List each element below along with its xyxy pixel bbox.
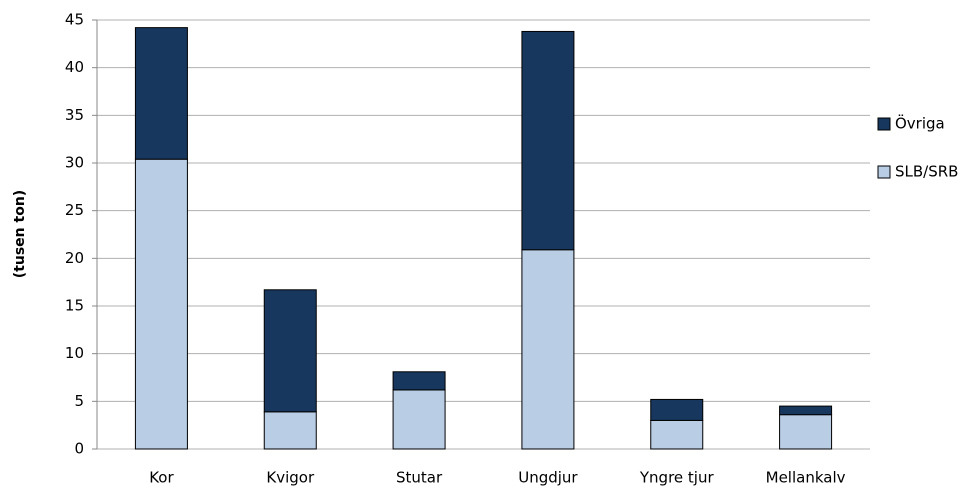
bar-segment [263, 411, 317, 450]
bar-segment [779, 405, 833, 416]
bar-segment [134, 27, 188, 160]
y-axis-label: (tusen ton) [12, 190, 28, 278]
bar-segment [650, 398, 704, 421]
legend-swatch [877, 165, 891, 179]
y-tick-label: 40 [65, 58, 84, 76]
y-tick-label: 0 [74, 440, 84, 458]
y-tick-label: 25 [65, 201, 84, 219]
bar-segment [521, 249, 575, 450]
legend-label: SLB/SRB [895, 163, 958, 181]
y-tick-label: 45 [65, 11, 84, 29]
x-tick-label: Ungdjur [518, 469, 578, 487]
x-tick-label: Kvigor [266, 469, 315, 487]
bar-segment [134, 158, 188, 450]
x-tick-label: Yngre tjur [639, 469, 715, 487]
bar-segment [263, 289, 317, 413]
legend-swatch [877, 117, 891, 131]
y-tick-label: 30 [65, 154, 84, 172]
y-tick-label: 35 [65, 106, 84, 124]
bar-segment [650, 419, 704, 450]
y-tick-label: 5 [74, 392, 84, 410]
x-tick-label: Stutar [396, 469, 443, 487]
legend-label: Övriga [895, 114, 945, 133]
x-tick-label: Kor [149, 469, 174, 487]
bar-segment [521, 30, 575, 251]
bar-segment [779, 414, 833, 450]
y-tick-label: 10 [65, 344, 84, 362]
y-tick-label: 20 [65, 249, 84, 267]
bar-segment [392, 389, 446, 450]
x-tick-label: Mellankalv [766, 469, 846, 487]
bar-segment [392, 371, 446, 391]
y-tick-label: 15 [65, 297, 84, 315]
